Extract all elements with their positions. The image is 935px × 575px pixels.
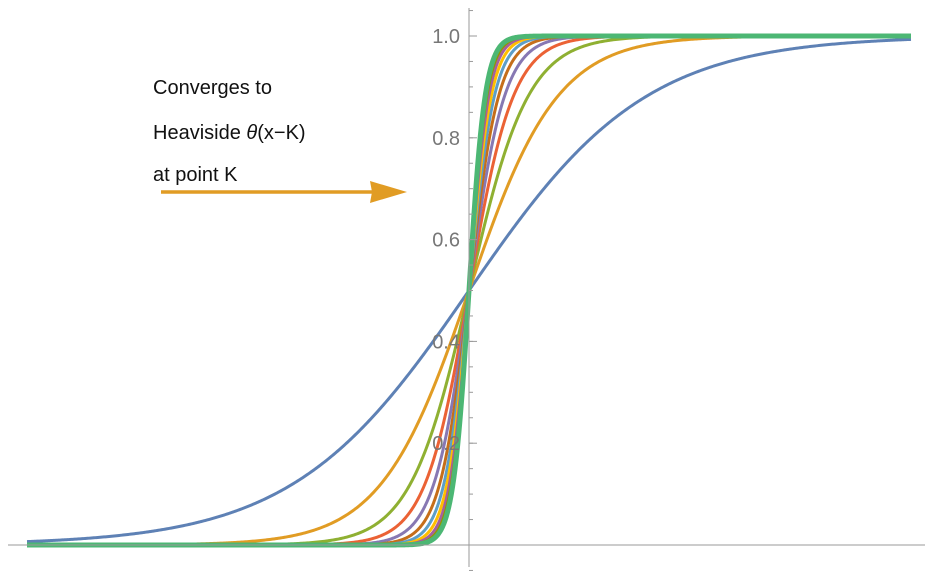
y-tick-label: 0.4 bbox=[432, 331, 460, 353]
y-tick-label: 0.6 bbox=[432, 230, 460, 252]
annotation-line-1: Converges to bbox=[153, 77, 272, 99]
annotation: Converges to Heaviside θ(x−K) at point K bbox=[153, 77, 407, 203]
arrow-icon bbox=[161, 181, 407, 203]
annotation-line-2: Heaviside θ(x−K) bbox=[153, 122, 306, 144]
y-tick-label: 0.8 bbox=[432, 128, 460, 150]
y-tick-group: 0.2 0.4 0.6 0.8 1.0 bbox=[432, 10, 477, 571]
y-tick-label: 0.2 bbox=[432, 433, 460, 455]
annotation-line-3: at point K bbox=[153, 164, 238, 186]
y-tick-label: 1.0 bbox=[432, 26, 460, 48]
axes bbox=[8, 8, 925, 567]
